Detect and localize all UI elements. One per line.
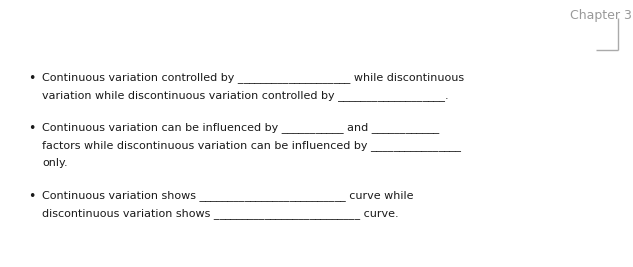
Text: •: • [28,190,35,203]
Text: only.: only. [42,158,68,168]
Text: Continuous variation controlled by ____________________ while discontinuous: Continuous variation controlled by _____… [42,72,464,83]
Text: discontinuous variation shows __________________________ curve.: discontinuous variation shows __________… [42,208,399,219]
Text: •: • [28,72,35,85]
Text: Chapter 3: Chapter 3 [570,9,632,22]
Text: Continuous variation shows __________________________ curve while: Continuous variation shows _____________… [42,190,413,201]
Text: •: • [28,122,35,135]
Text: factors while discontinuous variation can be influenced by ________________: factors while discontinuous variation ca… [42,140,461,151]
Text: variation while discontinuous variation controlled by ___________________.: variation while discontinuous variation … [42,90,449,101]
Text: Continuous variation can be influenced by ___________ and ____________: Continuous variation can be influenced b… [42,122,439,133]
